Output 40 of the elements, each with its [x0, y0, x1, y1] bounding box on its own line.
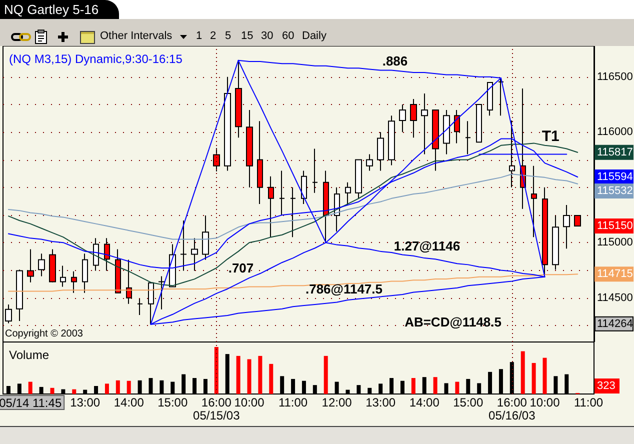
x-tick-label: 11:00 — [574, 396, 604, 410]
x-tick-label: 14:00 — [114, 396, 144, 410]
text: 15 — [241, 30, 254, 43]
series-label: T1 — [542, 128, 560, 146]
x-tick-label: 13:00 — [70, 396, 100, 410]
text: 2 — [210, 30, 216, 43]
chart-title: Volume — [9, 348, 50, 362]
text: 323 — [597, 380, 616, 392]
y-tick-label: 115000 — [597, 236, 633, 249]
y-tick-label: 116500 — [597, 70, 633, 83]
x-tick-label: 14:00 — [409, 396, 440, 410]
text: NQ Gartley 5-16 — [0, 0, 119, 19]
data-label: 114715 — [597, 268, 633, 280]
x-tick-label: 10:00 — [234, 396, 265, 410]
x-tick-label: 13:00 — [366, 396, 396, 410]
x-tick-label: 11:00 — [278, 396, 308, 410]
text: Other Intervals — [100, 30, 172, 43]
data-label: 115817 — [597, 146, 633, 158]
text: (NQ M3,15) Dynamic,9:30-16:15 — [9, 52, 183, 66]
x-tick-label: 12:00 — [322, 396, 352, 410]
text: 30 — [261, 30, 274, 43]
text: 5 — [225, 30, 232, 43]
annotation: 114264 — [597, 318, 633, 330]
x-tick-label: 10:00 — [530, 396, 560, 410]
annotation: 1.27@1146 — [394, 238, 460, 254]
text: 1 — [196, 30, 202, 43]
annotation: .886 — [382, 54, 408, 68]
data-label: 115594 — [597, 170, 633, 183]
text: 60 — [282, 30, 294, 43]
data-label: 115532 — [597, 184, 633, 197]
annotation: AB=CD@1148.5 — [404, 314, 502, 330]
annotation: .707 — [228, 260, 254, 276]
y-tick-label: 114500 — [597, 292, 633, 304]
y-tick-label: 116000 — [597, 126, 633, 138]
text: 115150 — [597, 220, 633, 232]
text: Daily — [302, 30, 326, 43]
annotation: .786@1147.5 — [305, 282, 383, 296]
x-tick-label: 15:00 — [453, 396, 484, 410]
annotation: Copyright © 2003 — [5, 328, 84, 340]
x-tick-label: 15:00 — [158, 396, 188, 410]
